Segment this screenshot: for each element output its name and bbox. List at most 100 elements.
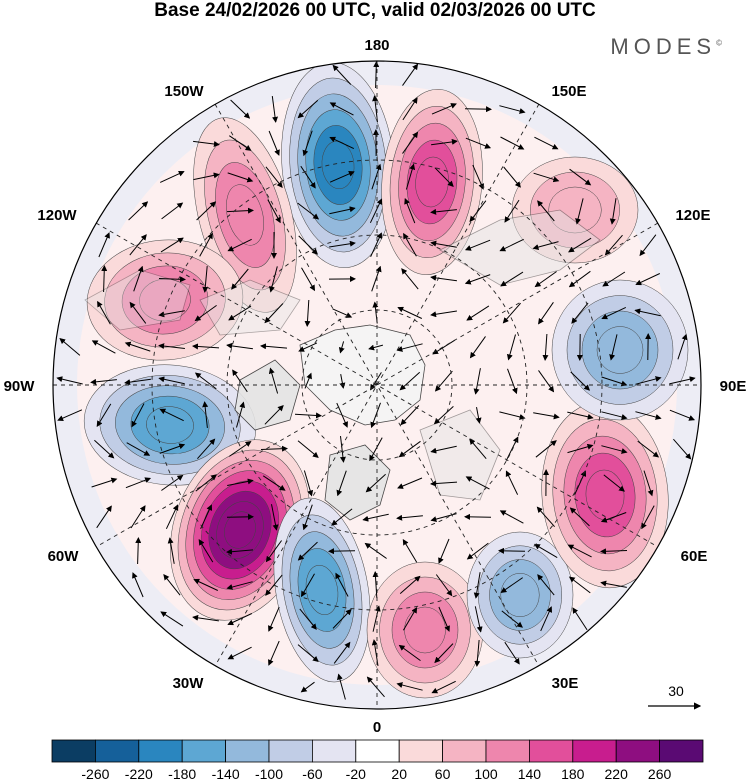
wind-arrow xyxy=(265,574,283,596)
contour-level xyxy=(500,573,540,617)
wind-arrow xyxy=(328,548,356,555)
wind-arrow xyxy=(432,339,456,355)
wind-arrow xyxy=(435,574,453,597)
wind-arrow xyxy=(198,539,214,563)
wind-arrow xyxy=(499,238,524,252)
wind-arrow xyxy=(397,306,423,319)
contour-level xyxy=(548,186,602,234)
contour-level xyxy=(404,606,446,654)
wind-arrow xyxy=(433,406,454,425)
wind-arrow xyxy=(430,208,457,215)
wind-arrow xyxy=(570,371,591,391)
map-disk xyxy=(53,61,701,709)
wind-arrow xyxy=(464,274,491,285)
wind-arrow xyxy=(269,266,278,293)
wind-arrow xyxy=(303,470,314,497)
wind-arrow xyxy=(473,572,481,599)
wind-arrow xyxy=(372,605,381,632)
wind-arrow xyxy=(332,608,352,629)
wind-arrow xyxy=(537,200,555,222)
wind-arrow xyxy=(669,409,696,421)
wind-arrow xyxy=(192,343,220,350)
wind-arrow xyxy=(568,270,591,288)
wind-arrow xyxy=(124,341,151,352)
wind-arrow xyxy=(673,438,692,460)
wind-arrow xyxy=(226,342,253,350)
wind-arrow xyxy=(601,445,628,454)
wind-arrow xyxy=(202,266,209,293)
wind-arrow xyxy=(159,170,185,183)
wind-arrow xyxy=(431,680,456,694)
wind-arrow xyxy=(430,445,457,454)
wind-arrow xyxy=(434,167,454,188)
modes-logo: MODES© xyxy=(610,34,722,60)
wind-arrow xyxy=(534,271,557,288)
wind-arrow xyxy=(399,575,421,594)
wind-arrow xyxy=(264,404,284,425)
wind-arrow xyxy=(94,439,115,459)
wind-arrow xyxy=(370,232,383,258)
wind-arrow xyxy=(499,510,524,524)
colorbar-swatch xyxy=(311,739,357,763)
wind-arrow xyxy=(297,202,320,220)
map-title: Base 24/02/2026 00 UTC, valid 02/03/2026… xyxy=(154,0,596,21)
wind-arrow xyxy=(364,542,387,559)
wind-arrow xyxy=(333,641,351,664)
wind-arrow xyxy=(368,344,384,351)
wind-arrow xyxy=(294,412,322,419)
wind-arrow xyxy=(192,614,219,622)
wind-arrow xyxy=(227,172,254,183)
wind-arrow xyxy=(158,343,185,350)
wind-arrow xyxy=(502,302,521,324)
wind-arrow xyxy=(637,440,660,458)
wind-arrow xyxy=(329,136,355,150)
wind-arrow xyxy=(465,137,492,149)
wind-arrow xyxy=(609,198,617,225)
wind-arrow xyxy=(677,333,688,360)
wind-arrow xyxy=(300,165,316,189)
colorbar-swatch xyxy=(398,739,444,763)
wind-arrow xyxy=(132,572,144,598)
wind-arrow xyxy=(56,376,83,385)
wind-arrow xyxy=(535,440,557,458)
wind-arrow xyxy=(129,301,147,324)
wind-arrow xyxy=(575,198,584,225)
anomaly-pacific-negative xyxy=(281,62,395,268)
wind-arrow xyxy=(133,265,144,292)
wind-arrow xyxy=(397,477,423,489)
wind-arrow xyxy=(370,372,382,391)
wind-arrow xyxy=(369,437,383,462)
wind-arrow xyxy=(196,201,217,221)
colorbar-tick-label: -220 xyxy=(125,766,153,782)
wind-arrow xyxy=(304,299,311,327)
colorbar-tick-label: 180 xyxy=(561,766,585,782)
wind-arrow xyxy=(404,197,416,224)
wind-arrow xyxy=(466,305,490,321)
wind-arrow xyxy=(499,105,526,114)
wind-arrow xyxy=(101,265,108,293)
colorbar-swatch xyxy=(355,739,400,763)
wind-arrow xyxy=(297,440,319,458)
wind-arrow xyxy=(369,198,383,224)
anomaly-fills xyxy=(83,62,689,699)
wind-arrow xyxy=(194,304,217,322)
wind-arrow xyxy=(159,408,184,422)
wind-arrow xyxy=(396,514,423,521)
colorbar: -260 -220 -180 -140 -100 -60 -20 20 60 100 140 180 2… xyxy=(51,739,704,782)
wind-arrow xyxy=(372,571,379,599)
colorbar-tick-label: -100 xyxy=(255,766,283,782)
lon-label-30w: 30W xyxy=(173,675,205,692)
wind-arrow xyxy=(226,207,254,214)
wind-arrow xyxy=(567,443,594,454)
anomaly-europe-positive xyxy=(366,561,484,699)
wind-arrow xyxy=(197,438,216,460)
wind-arrow xyxy=(396,343,423,352)
wind-arrow xyxy=(571,302,589,324)
lon-label-90e: 90E xyxy=(720,378,747,395)
colorbar-swatch xyxy=(572,739,617,763)
wind-arrow xyxy=(430,310,457,318)
wind-arrow xyxy=(504,199,520,223)
wind-arrow xyxy=(534,136,559,150)
wind-arrow xyxy=(268,640,280,666)
wind-arrow xyxy=(402,63,419,86)
